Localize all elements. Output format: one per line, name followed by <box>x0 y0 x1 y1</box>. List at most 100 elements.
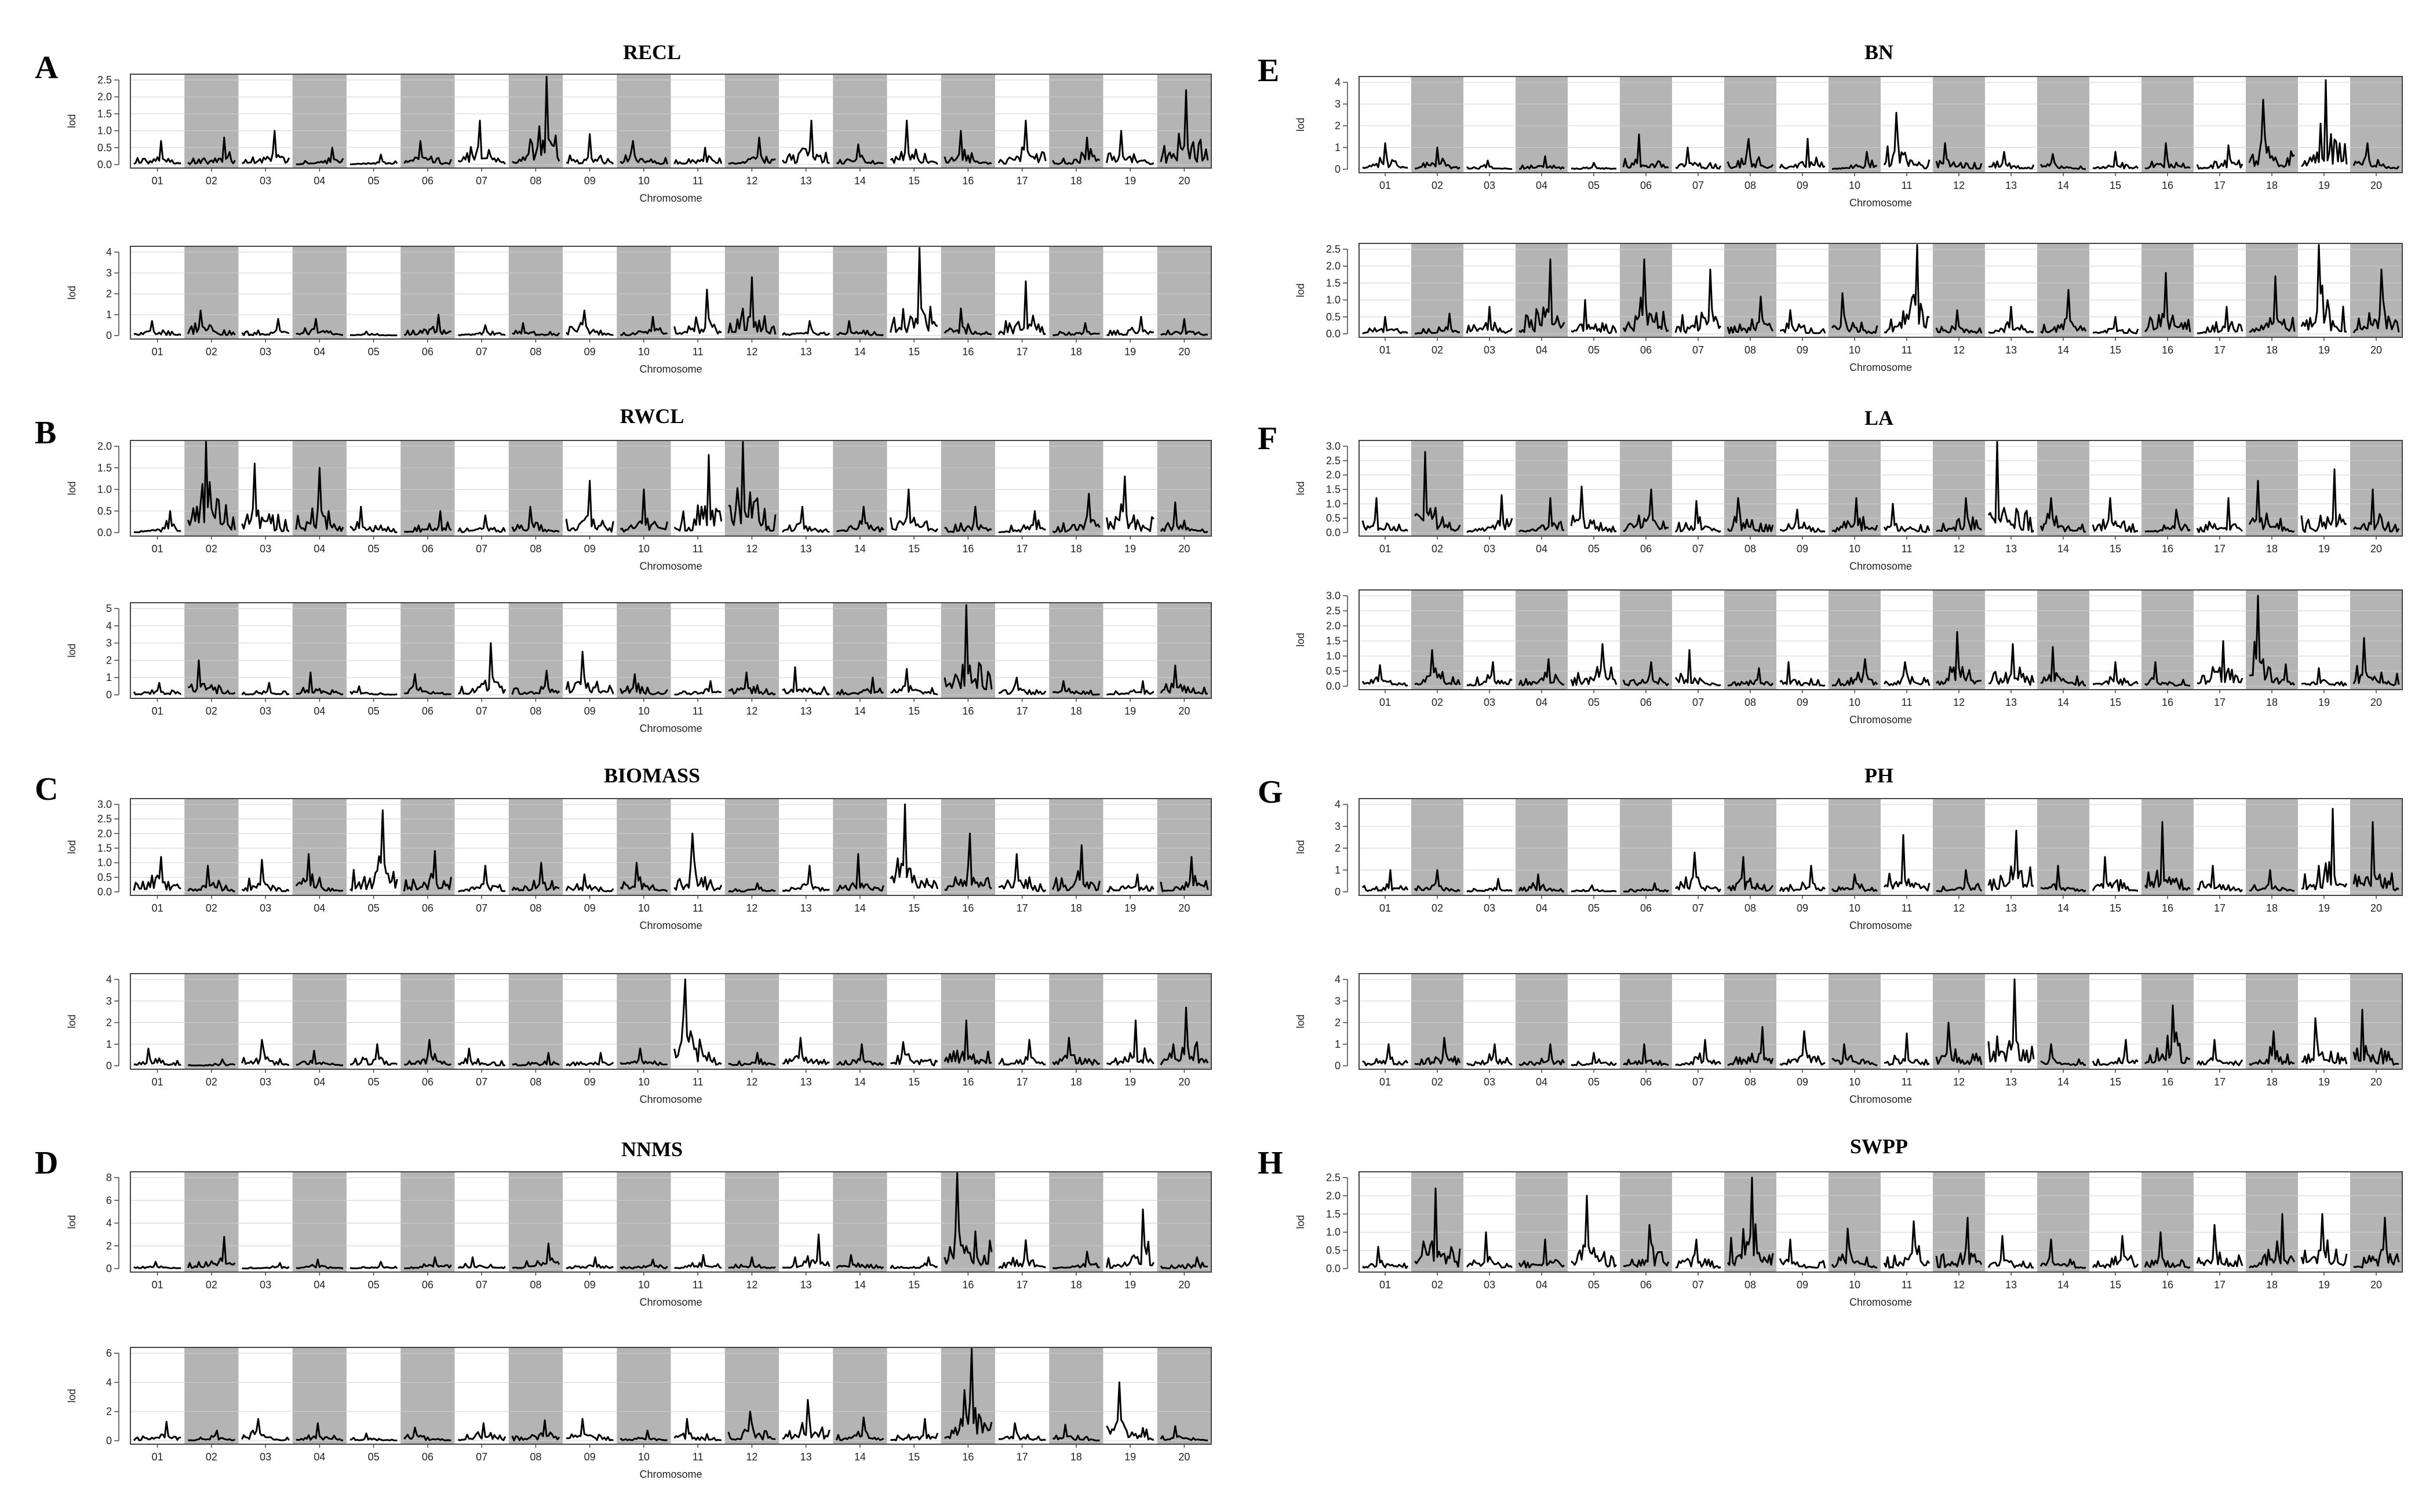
x-tick-label: 02 <box>1432 1076 1443 1088</box>
x-tick-label: 18 <box>1070 1076 1082 1088</box>
chromosome-band-04 <box>1516 440 1568 536</box>
lod-curve-chr16 <box>944 307 992 336</box>
lod-curve-chr06 <box>1622 661 1670 687</box>
lod-curve-chr16 <box>944 1019 992 1065</box>
x-tick-label: 02 <box>206 1076 217 1088</box>
chromosome-band-14 <box>2037 590 2089 690</box>
x-axis-label: Chromosome <box>639 560 702 572</box>
lod-curve-chr11 <box>1884 244 1930 334</box>
lod-curve-chr09 <box>1779 508 1826 533</box>
lod-curve-chr14 <box>2039 1238 2086 1269</box>
lod-curve-chr06 <box>1622 133 1669 169</box>
lod-curve-chr12 <box>728 882 776 893</box>
y-tick-label: 3 <box>106 995 112 1007</box>
chromosome-band-12 <box>724 974 779 1069</box>
chromosome-band-08 <box>508 799 563 895</box>
y-tick-label: 2 <box>106 1406 112 1418</box>
chromosome-band-12 <box>724 1172 779 1272</box>
y-axis-label: lod <box>1295 283 1306 297</box>
x-tick-label: 01 <box>1379 180 1391 191</box>
lod-curve-chr19 <box>1106 316 1154 336</box>
x-tick-label: 11 <box>1902 543 1913 555</box>
x-tick-label: 20 <box>2370 1279 2382 1291</box>
x-tick-label: 14 <box>854 1451 866 1463</box>
lod-curve-chr08 <box>512 322 560 336</box>
lod-curve-chr11 <box>674 680 722 696</box>
lod-curve-chr17 <box>2197 305 2243 334</box>
chromosome-band-04 <box>292 1172 347 1272</box>
chromosome-band-08 <box>508 1172 563 1272</box>
x-tick-label: 13 <box>800 902 812 914</box>
y-tick-label: 1.0 <box>1326 650 1341 662</box>
x-tick-label: 11 <box>693 175 704 187</box>
x-tick-label: 16 <box>962 175 974 187</box>
lod-curve-chr19 <box>1106 873 1155 893</box>
lod-curve-chr14 <box>836 143 884 165</box>
chromosome-band-10 <box>1829 1172 1881 1272</box>
lod-curve-chr02 <box>1414 1037 1461 1066</box>
y-tick-label: 3.0 <box>1326 440 1341 452</box>
lod-curve-chr12 <box>728 671 776 695</box>
x-tick-label: 14 <box>854 543 866 555</box>
y-tick-label: 2.5 <box>97 813 112 825</box>
y-tick-label: 0 <box>1335 886 1341 898</box>
x-tick-label: 20 <box>2370 344 2382 356</box>
x-tick-label: 09 <box>584 705 596 717</box>
x-tick-label: 08 <box>530 1279 541 1291</box>
lod-curve-chr07 <box>457 514 507 533</box>
x-tick-label: 18 <box>1070 1451 1082 1463</box>
chromosome-band-02 <box>1411 799 1463 895</box>
lod-curve-chr14 <box>836 505 884 533</box>
x-tick-label: 08 <box>1744 344 1756 356</box>
lod-curve-chr17 <box>2197 640 2243 685</box>
panel-letter-c: C <box>35 771 58 807</box>
x-tick-label: 12 <box>1953 344 1965 356</box>
x-tick-label: 03 <box>1484 180 1495 191</box>
x-tick-label: 19 <box>2318 902 2330 914</box>
lod-curve-chr19 <box>1106 1381 1154 1441</box>
lod-curve-chr09 <box>1779 865 1826 892</box>
y-tick-label: 0 <box>106 1263 112 1274</box>
x-tick-label: 18 <box>1070 1279 1082 1291</box>
lod-curve-chr07 <box>457 1422 507 1441</box>
x-tick-label: 03 <box>260 175 271 187</box>
y-tick-label: 0.0 <box>1326 527 1341 538</box>
x-tick-label: 07 <box>1692 180 1704 191</box>
x-tick-label: 14 <box>2057 1279 2069 1291</box>
lod-curve-chr05 <box>1571 884 1617 892</box>
x-axis-label: Chromosome <box>639 363 702 375</box>
lod-curve-chr16 <box>2144 272 2191 333</box>
x-axis-label: Chromosome <box>639 1094 702 1105</box>
lod-curve-chr07 <box>1675 147 1722 170</box>
y-tick-label: 1 <box>106 1039 112 1050</box>
lod-curve-chr08 <box>511 505 560 533</box>
y-tick-label: 4 <box>106 974 112 985</box>
x-tick-label: 05 <box>368 175 380 187</box>
lod-curve-chr09 <box>1779 1030 1826 1066</box>
lod-curve-chr07 <box>1674 500 1721 533</box>
lod-curve-chr16 <box>2144 508 2191 533</box>
lod-curve-chr08 <box>512 1243 560 1269</box>
chromosome-band-10 <box>617 799 671 895</box>
y-axis-label: lod <box>66 114 78 128</box>
x-tick-label: 06 <box>1640 180 1652 191</box>
x-tick-label: 18 <box>2266 697 2278 708</box>
y-tick-label: 0.0 <box>97 527 112 538</box>
lod-curve-chr19 <box>2300 79 2348 167</box>
x-tick-label: 03 <box>260 902 271 914</box>
x-tick-label: 20 <box>2370 902 2382 914</box>
lod-curve-chr05 <box>1571 299 1618 334</box>
x-tick-label: 13 <box>800 1279 812 1291</box>
lod-curve-chr15 <box>2092 856 2139 892</box>
lod-curve-chr19 <box>2301 667 2348 687</box>
x-tick-label: 12 <box>1953 1279 1965 1291</box>
x-tick-label: 01 <box>1379 344 1391 356</box>
y-tick-label: 2.0 <box>1326 1190 1341 1201</box>
chromosome-band-12 <box>724 74 779 168</box>
y-tick-label: 0.5 <box>97 505 112 517</box>
lod-curve-chr15 <box>890 119 938 165</box>
x-tick-label: 08 <box>1744 1076 1756 1088</box>
lod-curve-chr02 <box>1414 649 1461 686</box>
chromosome-band-04 <box>292 74 347 168</box>
panel-letter-g: G <box>1258 774 1283 810</box>
